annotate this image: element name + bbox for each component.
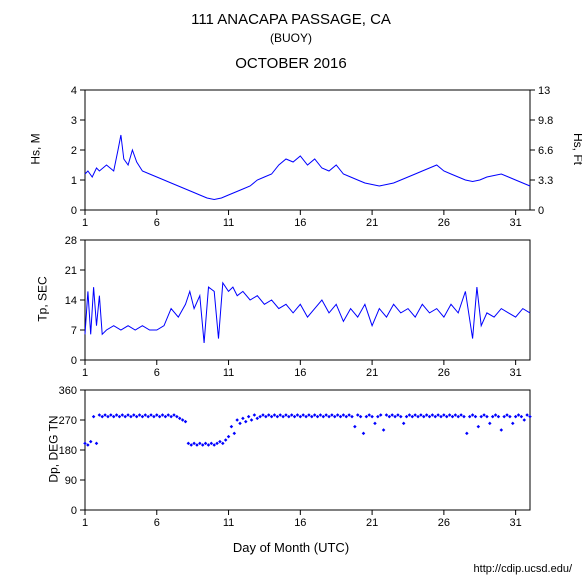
x-axis-label: Day of Month (UTC) [0, 540, 582, 555]
credit-link[interactable]: http://cdip.ucsd.edu/ [474, 563, 572, 575]
svg-text:270: 270 [59, 415, 77, 427]
svg-text:21: 21 [366, 517, 378, 529]
svg-text:90: 90 [65, 475, 77, 487]
svg-text:360: 360 [59, 385, 77, 397]
svg-text:180: 180 [59, 445, 77, 457]
svg-text:31: 31 [510, 517, 522, 529]
svg-text:6: 6 [154, 517, 160, 529]
svg-text:11: 11 [223, 517, 234, 529]
chart-page: 111 ANACAPA PASSAGE, CA (BUOY) OCTOBER 2… [0, 0, 582, 581]
svg-text:1: 1 [82, 517, 88, 529]
svg-text:26: 26 [438, 517, 450, 529]
svg-text:16: 16 [294, 517, 306, 529]
charts-area: 0123403.36.69.813161116212631Hs, MHs, Ft… [0, 0, 582, 581]
svg-text:0: 0 [71, 505, 77, 517]
panel-dp: 090180270360161116212631 [0, 0, 582, 581]
ylabel-dp: Dp, DEG TN [47, 415, 61, 482]
